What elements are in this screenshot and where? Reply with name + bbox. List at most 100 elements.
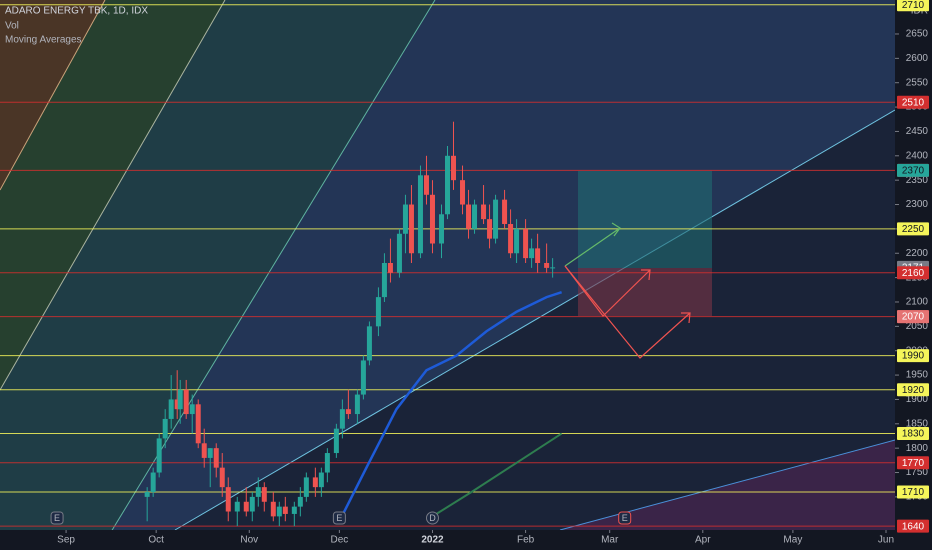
- candle-body: [282, 506, 288, 514]
- level-label-bg: [897, 427, 929, 441]
- candle-body: [529, 248, 535, 259]
- candle-body: [177, 389, 183, 410]
- fan-line: [99, 0, 436, 550]
- level-label-bg: [897, 163, 929, 177]
- level-label: 2710: [902, 0, 925, 11]
- candle-body: [381, 263, 387, 298]
- level-label-bg: [897, 222, 929, 236]
- y-tick-label: 2300: [906, 199, 929, 210]
- candle-body: [183, 389, 189, 415]
- candle-body: [270, 501, 276, 517]
- candle-body: [225, 487, 231, 512]
- candle-body: [297, 496, 303, 507]
- fan-line: [0, 0, 226, 391]
- level-label: 2510: [902, 97, 925, 108]
- level-label-bg: [897, 95, 929, 109]
- candle-body: [354, 394, 360, 415]
- x-tick-label: Oct: [148, 535, 164, 546]
- candle-body: [423, 175, 429, 195]
- y-tick-label: 2100: [906, 297, 929, 308]
- candle-body: [345, 409, 351, 415]
- event-marker: [332, 511, 346, 525]
- chart-title: ADARO ENERGY TBK, 1D, IDX: [5, 6, 148, 17]
- x-axis-bg: [0, 530, 932, 550]
- candle-body: [360, 360, 366, 395]
- candle-body: [144, 492, 150, 497]
- position-target: [578, 171, 712, 268]
- candle-body: [502, 199, 508, 225]
- candle-body: [535, 248, 541, 263]
- x-tick-label: Jun: [878, 535, 894, 546]
- y-tick-label: 2650: [906, 29, 929, 40]
- event-label: E: [336, 513, 342, 523]
- candle-body: [189, 404, 195, 415]
- candle-body: [402, 204, 408, 234]
- candle-body: [243, 501, 249, 512]
- candle-body: [303, 477, 309, 497]
- legend-item: Vol: [5, 21, 19, 32]
- candle-body: [195, 404, 201, 444]
- level-label-bg: [897, 266, 929, 280]
- candle-body: [466, 204, 472, 229]
- marks: [0, 4, 895, 527]
- y-tick-label: 2600: [906, 53, 929, 64]
- trend-line: [174, 109, 896, 531]
- candle-body: [168, 399, 174, 419]
- y-tick-label: 2350: [906, 175, 929, 186]
- event-marker: [50, 511, 64, 525]
- candle-body: [445, 155, 450, 215]
- y-tick-label: 2400: [906, 150, 929, 161]
- y-tick-label: 2550: [906, 77, 929, 88]
- event-label: D: [429, 513, 436, 523]
- x-tick-label: Apr: [695, 535, 711, 546]
- y-tick-label: 2050: [906, 321, 929, 332]
- candle-body: [162, 418, 168, 439]
- level-label-bg: [897, 0, 929, 12]
- projection-arrow: [564, 265, 691, 359]
- candle-body: [339, 409, 345, 429]
- level-label-bg: [897, 383, 929, 397]
- candle-body: [291, 506, 297, 514]
- projection-arrow: [564, 265, 651, 317]
- level-label: 1830: [902, 429, 925, 440]
- candle-body: [207, 448, 213, 458]
- fan-line: [0, 0, 106, 191]
- y-tick-label: 2200: [906, 248, 929, 259]
- level-label-bg: [897, 349, 929, 363]
- candle-body: [312, 477, 318, 488]
- candle-body: [150, 472, 156, 493]
- x-tick-label: Mar: [601, 535, 619, 546]
- candle-body: [429, 194, 435, 244]
- candle-body: [249, 496, 255, 512]
- position-stop: [578, 268, 712, 316]
- x-tick-label: Nov: [240, 535, 258, 546]
- y-tick-label: 1900: [906, 394, 929, 405]
- candle-body: [417, 175, 423, 254]
- candle-body: [544, 263, 550, 268]
- candle-body: [174, 399, 180, 410]
- level-label: 1990: [902, 351, 925, 362]
- candle-body: [234, 501, 240, 512]
- event-marker: [425, 511, 439, 525]
- candle-body: [201, 443, 207, 458]
- level-label: 2160: [902, 268, 925, 279]
- y-tick-label: 1850: [906, 418, 929, 429]
- projection-arrow: [564, 227, 621, 267]
- level-label-bg: [897, 519, 929, 533]
- candle-body: [387, 263, 393, 273]
- candle-body: [481, 204, 487, 220]
- level-label-bg: [897, 456, 929, 470]
- candle-body: [261, 487, 267, 502]
- y-tick-label: 1750: [906, 467, 929, 478]
- legend-item: Moving Averages: [5, 35, 82, 46]
- x-tick-label: Dec: [330, 535, 348, 546]
- x-tick-label: Feb: [517, 535, 535, 546]
- y-tick-label: 1950: [906, 370, 929, 381]
- level-label: 2070: [902, 312, 925, 323]
- candle-body: [276, 506, 282, 517]
- x-tick-label: 2022: [421, 535, 444, 546]
- candle-body: [333, 428, 339, 454]
- moving-average: [338, 291, 563, 522]
